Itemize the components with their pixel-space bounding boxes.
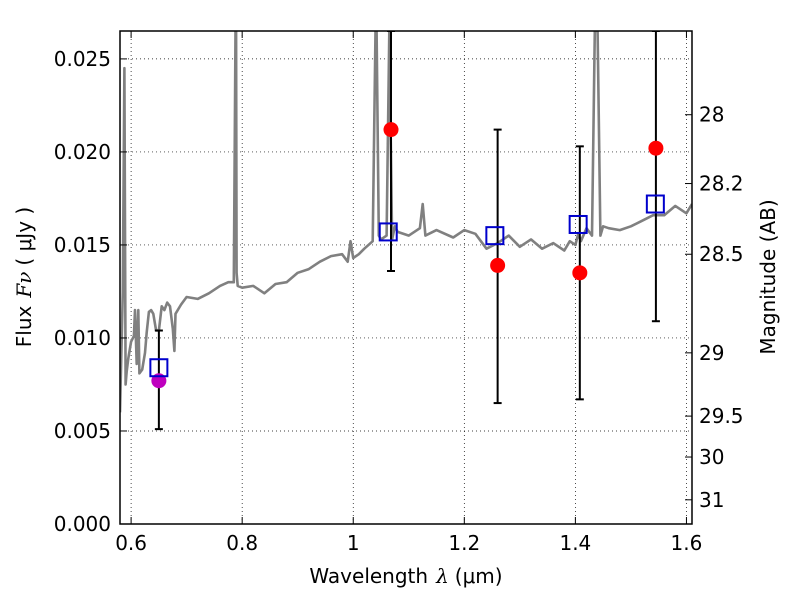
y-tick-label: 0.025 xyxy=(54,47,111,71)
right-tick-label: 31 xyxy=(699,488,724,512)
x-tick-label: 0.8 xyxy=(226,531,258,555)
right-y-axis-title: Magnitude (AB) xyxy=(756,199,780,354)
model-point xyxy=(645,194,665,214)
x-axis-title: Wavelength λ (μm) xyxy=(309,564,502,588)
y-axis-title: FluxFν( μJy ) xyxy=(12,207,36,347)
right-tick-label: 29 xyxy=(699,341,724,365)
plot-frame xyxy=(119,30,693,525)
right-tick-label: 28.5 xyxy=(699,242,744,266)
model-point xyxy=(378,222,398,242)
right-tick-label: 30 xyxy=(699,445,724,469)
right-tick-label: 29.5 xyxy=(699,404,744,428)
data-layer xyxy=(120,31,692,431)
y-tick-label: 0.015 xyxy=(54,233,111,257)
y-tick-label: 0.000 xyxy=(54,512,111,536)
x-tick-label: 1.6 xyxy=(671,531,703,555)
data-point xyxy=(648,140,664,156)
x-tick-label: 1.4 xyxy=(559,531,591,555)
model-point xyxy=(568,214,588,234)
right-tick-label: 28.2 xyxy=(699,172,744,196)
y-tick-label: 0.005 xyxy=(54,419,111,443)
y-tick-label: 0.020 xyxy=(54,140,111,164)
data-point xyxy=(572,265,588,281)
y-tick-label: 0.010 xyxy=(54,326,111,350)
plot-area xyxy=(120,31,692,431)
x-tick-label: 0.6 xyxy=(115,531,147,555)
data-point xyxy=(383,122,399,138)
model-point xyxy=(149,358,169,378)
axis-ticks: 0.6 0.8 1 1.2 1.4 1.6 0.000 0.005 0.010 0.015 0.02… xyxy=(54,31,744,555)
model-point xyxy=(485,226,505,246)
data-point xyxy=(490,257,506,273)
grid-lines xyxy=(120,31,692,525)
spectrum-line xyxy=(120,31,692,413)
right-tick-label: 28 xyxy=(699,103,724,127)
x-tick-label: 1 xyxy=(347,531,360,555)
x-tick-label: 1.2 xyxy=(448,531,480,555)
